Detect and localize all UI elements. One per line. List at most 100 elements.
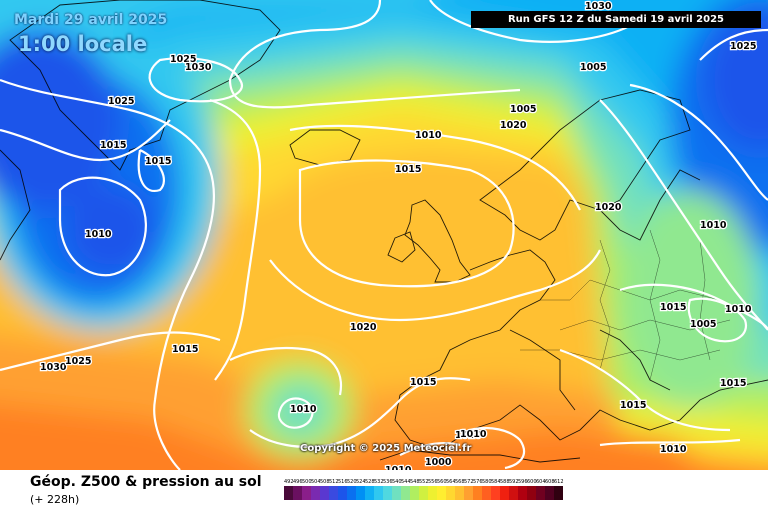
scale-swatch — [365, 486, 374, 500]
scale-swatch — [329, 486, 338, 500]
scale-swatch — [500, 486, 509, 500]
scale-bar — [284, 486, 563, 500]
isobar-label: 1010 — [725, 304, 752, 315]
scale-swatch — [410, 486, 419, 500]
isobar-label: 1020 — [500, 120, 527, 131]
scale-swatch — [482, 486, 491, 500]
scale-swatch — [356, 486, 365, 500]
scale-tick-label: 544 — [401, 479, 411, 485]
scale-swatch — [419, 486, 428, 500]
isobar-label: 1020 — [595, 202, 622, 213]
isobar-label: 1010 — [290, 404, 317, 415]
scale-tick-label: 564 — [446, 479, 456, 485]
isobar-label: 1030 — [185, 62, 212, 73]
isobar-label: 1010 — [455, 430, 482, 441]
scale-tick-label: 576 — [473, 479, 483, 485]
isobar-label: 1005 — [690, 319, 716, 330]
scale-swatch — [491, 486, 500, 500]
scale-tick-label: 584 — [491, 479, 501, 485]
geopotential-map: 1025103010251015101510101005100510201010… — [0, 0, 768, 470]
isobar-label: 1020 — [350, 322, 377, 333]
isobar-label: 1015 — [720, 378, 746, 389]
isobar-label: 1010 — [460, 429, 487, 440]
forecast-date: Mardi 29 avril 2025 — [14, 12, 168, 28]
scale-swatch — [455, 486, 464, 500]
scale-swatch — [464, 486, 473, 500]
coastlines — [0, 0, 768, 463]
scale-tick-label: 592 — [509, 479, 519, 485]
isobar-label: 1025 — [108, 96, 134, 107]
scale-tick-label: 588 — [500, 479, 510, 485]
scale-tick-label: 560 — [437, 479, 447, 485]
scale-swatch — [446, 486, 455, 500]
isobar-label: 1030 — [40, 362, 67, 373]
scale-swatch — [293, 486, 302, 500]
scale-swatch — [509, 486, 518, 500]
scale-tick-label: 492 — [284, 479, 294, 485]
scale-tick-label: 600 — [527, 479, 537, 485]
scale-tick-label: 532 — [374, 479, 384, 485]
scale-tick-label: 568 — [455, 479, 465, 485]
scale-swatch — [437, 486, 446, 500]
forecast-local-time: 1:00 locale — [18, 32, 148, 56]
scale-swatch — [311, 486, 320, 500]
scale-tick-label: 612 — [554, 479, 564, 485]
scale-swatch — [401, 486, 410, 500]
scale-tick-label: 512 — [329, 479, 339, 485]
isobar-label: 1015 — [100, 140, 126, 151]
isobar-label: 1000 — [425, 457, 452, 468]
scale-swatch — [347, 486, 356, 500]
scale-swatch — [545, 486, 554, 500]
scale-tick-label: 572 — [464, 479, 474, 485]
isobar-label: 1025 — [65, 356, 91, 367]
scale-tick-label: 500 — [302, 479, 312, 485]
isobars — [0, 0, 768, 470]
footer-subtitle: (+ 228h) — [30, 493, 80, 506]
scale-tick-label: 516 — [338, 479, 348, 485]
scale-tick-label: 504 — [311, 479, 321, 485]
scale-tick-label: 556 — [428, 479, 438, 485]
scale-tick-label: 608 — [545, 479, 555, 485]
isobar-labels: 1025103010251015101510101005100510201010… — [39, 0, 758, 470]
isobar-label: 1015 — [620, 400, 646, 411]
scale-swatch — [383, 486, 392, 500]
scale-tick-label: 604 — [536, 479, 546, 485]
isobar-label: 1030 — [585, 1, 612, 12]
scale-tick-label: 528 — [365, 479, 375, 485]
scale-swatch — [527, 486, 536, 500]
isobar-label: 1010 — [660, 444, 687, 455]
scale-swatch — [392, 486, 401, 500]
isobar-label: 1010 — [85, 229, 112, 240]
isobar-label: 1005 — [510, 104, 536, 115]
scale-swatch — [428, 486, 437, 500]
scale-swatch — [284, 486, 293, 500]
copyright-text: Copyright © 2025 Meteociel.fr — [300, 443, 472, 454]
scale-swatch — [473, 486, 482, 500]
scale-tick-label: 596 — [518, 479, 528, 485]
isobar-label: 1010 — [415, 130, 442, 141]
scale-swatch — [518, 486, 527, 500]
scale-tick-label: 508 — [320, 479, 330, 485]
scale-tick-label: 540 — [392, 479, 402, 485]
scale-swatch — [536, 486, 545, 500]
scale-swatch — [338, 486, 347, 500]
isobar-label: 1015 — [172, 344, 198, 355]
isobar-label: 1010 — [700, 220, 727, 231]
geopotential-fill — [0, 0, 768, 470]
scale-swatch — [374, 486, 383, 500]
scale-swatch — [302, 486, 311, 500]
isobar-label: 1005 — [580, 62, 606, 73]
isobar-label: 1015 — [395, 164, 421, 175]
scale-tick-label: 548 — [410, 479, 420, 485]
scale-tick-label: 580 — [482, 479, 492, 485]
scale-tick-label: 496 — [293, 479, 303, 485]
run-info-bar: Run GFS 12 Z du Samedi 19 avril 2025 — [471, 11, 761, 28]
scale-swatch — [554, 486, 563, 500]
scale-tick-label: 536 — [383, 479, 393, 485]
scale-tick-label: 520 — [347, 479, 357, 485]
isobar-label: 1015 — [660, 302, 686, 313]
scale-labels: 492 496 500 504 508 512 516 520 524 528 532 536 540 5… — [284, 479, 564, 485]
scale-swatch — [320, 486, 329, 500]
scale-tick-label: 552 — [419, 479, 429, 485]
